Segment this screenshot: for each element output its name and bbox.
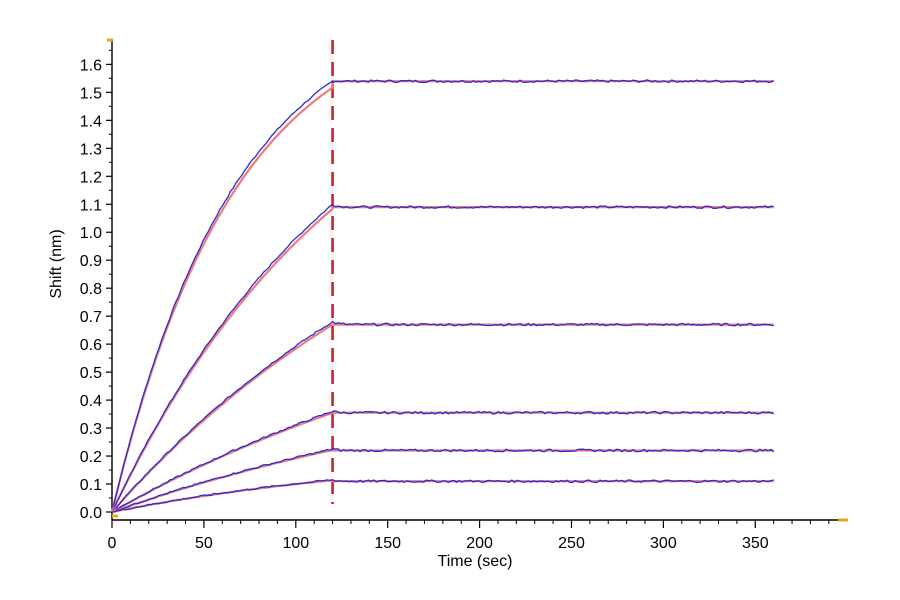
- observed-curve-2: [111, 203, 774, 512]
- y-tick-label: 0.3: [80, 421, 102, 438]
- y-tick-label: 0.2: [80, 449, 102, 466]
- y-tick-label: 1.0: [80, 225, 102, 242]
- y-axis-title: Shift (nm): [48, 229, 65, 298]
- x-tick-label: 200: [466, 535, 493, 552]
- x-tick-label: 300: [650, 535, 677, 552]
- observed-curve-4: [111, 410, 774, 513]
- fit-curve-6: [111, 479, 774, 514]
- y-tick-label: 0.6: [80, 337, 102, 354]
- y-tick-label: 0.1: [80, 477, 102, 494]
- y-tick-label: 0.0: [80, 505, 102, 522]
- x-tick-label: 50: [195, 535, 213, 552]
- y-tick-label: 1.3: [80, 141, 102, 158]
- y-tick-label: 0.7: [80, 309, 102, 326]
- y-tick-label: 1.4: [80, 113, 102, 130]
- observed-curve-6: [111, 479, 774, 513]
- x-tick-label: 350: [742, 535, 769, 552]
- y-tick-label: 1.1: [80, 197, 102, 214]
- fit-curve-4: [111, 411, 774, 513]
- x-axis-title: Time (sec): [438, 553, 513, 570]
- y-tick-label: 0.9: [80, 253, 102, 270]
- x-tick-label: 100: [282, 535, 309, 552]
- labels-layer: Shift (nm) Time (sec) 0.0 0.1 0.2 0.3 0.4 0.5…: [48, 57, 769, 570]
- axes-layer: [106, 38, 848, 528]
- y-tick-label: 1.2: [80, 169, 102, 186]
- fit-curve-2: [111, 206, 774, 513]
- x-tick-label: 250: [558, 535, 585, 552]
- x-tick-label: 150: [374, 535, 401, 552]
- y-tick-label: 1.5: [80, 85, 102, 102]
- fit-curve-1: [110, 80, 774, 513]
- y-tick-label: 0.4: [80, 393, 102, 410]
- y-tick-label: 0.5: [80, 365, 102, 382]
- observed-curve-5: [111, 448, 775, 514]
- series-layer: [110, 79, 775, 514]
- y-tick-label: 1.6: [80, 57, 102, 74]
- x-tick-label: 0: [108, 535, 117, 552]
- observed-curve-3: [111, 320, 774, 513]
- fit-curve-3: [111, 323, 774, 513]
- observed-curve-1: [111, 79, 775, 513]
- y-tick-label: 0.8: [80, 281, 102, 298]
